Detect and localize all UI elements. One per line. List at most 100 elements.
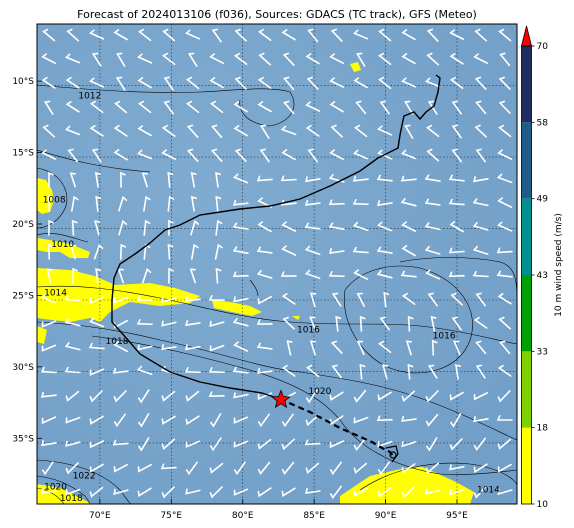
wind-barb xyxy=(425,462,440,475)
wind-barb xyxy=(88,342,105,350)
colorbar: 10 18 33 43 49 58 70 10 m wind speed (m/s) xyxy=(520,25,564,510)
wind-barb xyxy=(65,416,81,424)
wind-barb xyxy=(256,342,273,350)
wind-barb xyxy=(120,171,126,188)
wind-barb xyxy=(215,172,221,188)
wind-barb xyxy=(356,52,366,67)
wind-barb xyxy=(377,487,392,498)
wind-barb xyxy=(168,219,174,236)
wind-barb xyxy=(359,315,366,332)
wind-barb xyxy=(113,413,126,428)
colorbar-band xyxy=(521,427,532,504)
wind-barb xyxy=(473,176,489,183)
colorbar-extend-arrow xyxy=(520,25,533,47)
wind-barb xyxy=(112,439,129,446)
wind-barb xyxy=(283,76,295,91)
colorbar-tick-label: 18 xyxy=(537,424,549,434)
wind-barb xyxy=(167,195,175,212)
x-tick-label: 85°E xyxy=(303,511,325,521)
wind-barb xyxy=(329,101,344,113)
wind-barb xyxy=(65,101,80,113)
wind-barb xyxy=(427,292,438,307)
wind-barb xyxy=(65,440,81,447)
wind-barb xyxy=(186,76,200,90)
wind-barb xyxy=(163,100,174,115)
isobar-label: 1014 xyxy=(44,288,67,298)
wind-barb xyxy=(450,292,463,306)
wind-barb xyxy=(377,149,393,160)
wind-barb xyxy=(185,440,201,448)
wind-barb xyxy=(401,77,417,88)
wind-barb xyxy=(210,413,222,428)
wind-barb xyxy=(377,440,393,448)
wind-barb xyxy=(141,172,148,188)
wind-barb xyxy=(474,28,487,42)
wind-barb xyxy=(189,268,196,284)
colorbar-tick-label: 70 xyxy=(537,42,549,52)
wind-barb xyxy=(47,243,54,260)
wind-barb xyxy=(163,76,174,91)
wind-barb xyxy=(425,488,441,495)
wind-barb xyxy=(305,462,320,474)
wind-barb xyxy=(65,488,81,496)
wind-barb xyxy=(405,340,412,356)
wind-barb xyxy=(473,53,489,64)
wind-barb xyxy=(329,149,345,160)
track-end-hook xyxy=(385,445,399,463)
x-tick-label: 80°E xyxy=(232,511,254,521)
wind-barb xyxy=(65,390,80,402)
wind-barb xyxy=(161,124,176,137)
wind-barb xyxy=(94,220,101,236)
wind-barb xyxy=(168,267,174,284)
wind-barb xyxy=(377,200,393,207)
wind-barb xyxy=(282,52,295,66)
track-past xyxy=(111,74,441,400)
wind-barb xyxy=(306,76,319,90)
map-background xyxy=(37,24,517,504)
cyclone-position-star-icon xyxy=(271,389,291,409)
wind-barb xyxy=(352,175,369,182)
track-forecast xyxy=(279,397,394,457)
wind-barb xyxy=(451,316,462,331)
y-tick-label: 35°S xyxy=(12,434,34,444)
wind-barb xyxy=(136,365,153,376)
wind-barb xyxy=(304,245,321,256)
wind-barb xyxy=(41,293,57,304)
wind-barb xyxy=(257,413,270,428)
x-tick-label: 70°E xyxy=(89,511,111,521)
map-title: Forecast of 2024013106 (f036), Sources: … xyxy=(77,8,477,21)
wind-barb xyxy=(304,439,321,446)
wind-barb xyxy=(353,416,369,424)
wind-barb xyxy=(137,463,152,473)
wind-barb xyxy=(353,462,368,474)
wind-barb xyxy=(232,199,249,206)
isobar-label: 1020 xyxy=(308,387,331,397)
wind-barb xyxy=(401,486,415,499)
wind-barb xyxy=(209,77,224,89)
colorbar-bands xyxy=(521,46,532,504)
wind-barb xyxy=(305,124,320,137)
wind-barb xyxy=(257,101,272,113)
wind-barb xyxy=(161,390,176,402)
wind-barb xyxy=(382,364,389,380)
wind-barb xyxy=(208,391,225,398)
wind-barb xyxy=(210,100,224,114)
wind-barb xyxy=(378,340,392,354)
wind-barb xyxy=(352,246,369,254)
wind-barb xyxy=(401,441,417,448)
wind-barb xyxy=(497,488,513,496)
wind-barb xyxy=(497,221,513,232)
wind-barb xyxy=(449,76,464,89)
wind-barb xyxy=(161,296,177,303)
wind-barb xyxy=(161,344,177,351)
wind-barb xyxy=(48,219,54,236)
wind-barb xyxy=(186,148,199,162)
isobar-label: 1014 xyxy=(477,486,500,496)
wind-barb xyxy=(497,364,512,377)
wind-barb xyxy=(72,267,78,284)
wind-barb xyxy=(473,463,488,474)
wind-barb xyxy=(451,100,462,115)
wind-barb xyxy=(498,28,512,42)
wind-barb xyxy=(424,245,441,255)
wind-barb xyxy=(257,221,272,233)
